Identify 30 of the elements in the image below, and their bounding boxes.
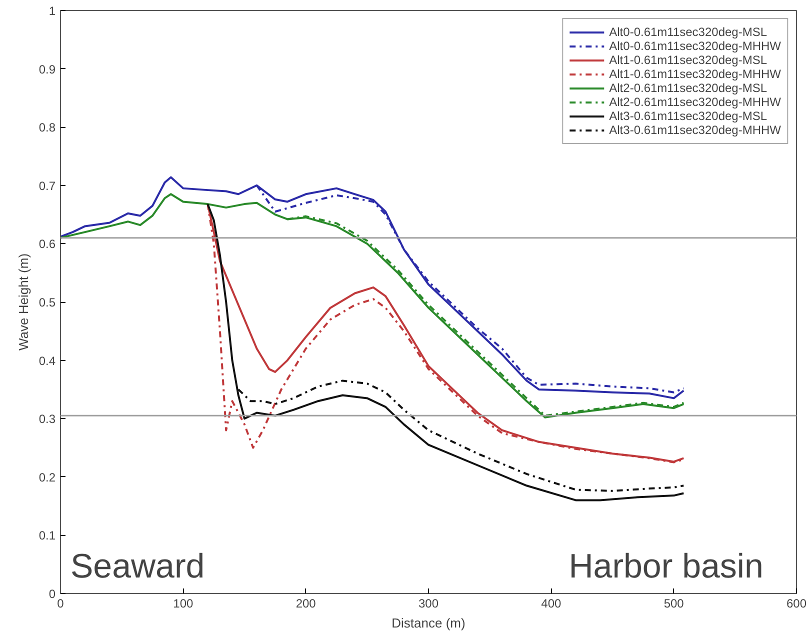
y-tick-label: 0.5	[38, 296, 56, 310]
x-tick-label: 200	[296, 596, 316, 610]
y-tick-label: 0.1	[38, 528, 56, 543]
x-tick-label: 0	[57, 596, 64, 610]
x-tick-label: 300	[418, 596, 439, 610]
y-tick-label: 0.9	[38, 62, 56, 76]
annotation: Harbor basin	[568, 548, 764, 586]
y-tick-label: 0	[48, 587, 56, 601]
y-tick-label: 0.7	[38, 178, 56, 193]
y-tick-label: 0.2	[38, 470, 56, 484]
legend-label: Alt2-0.61m11sec320deg-MSL	[609, 81, 768, 95]
legend-label: Alt0-0.61m11sec320deg-MSL	[609, 25, 768, 39]
y-tick-label: 0.6	[38, 237, 56, 252]
x-axis-title: Distance (m)	[392, 616, 466, 630]
x-tick-label: 500	[664, 596, 684, 610]
x-tick-label: 600	[786, 596, 807, 610]
y-tick-label: 0.4	[38, 354, 56, 368]
y-tick-label: 0.3	[38, 412, 56, 426]
x-tick-label: 400	[541, 596, 562, 610]
legend-label: Alt1-0.61m11sec320deg-MSL	[609, 53, 768, 67]
legend-label: Alt2-0.61m11sec320deg-MHHW	[609, 95, 781, 109]
legend-label: Alt1-0.61m11sec320deg-MHHW	[609, 67, 781, 81]
annotation: Seaward	[70, 548, 205, 586]
y-tick-label: 0.8	[38, 120, 56, 135]
y-axis-title: Wave Height (m)	[16, 253, 31, 351]
y-tick-label: 1	[48, 4, 56, 18]
legend-label: Alt3-0.61m11sec320deg-MSL	[609, 109, 768, 123]
legend-label: Alt0-0.61m11sec320deg-MHHW	[609, 39, 781, 53]
legend-label: Alt3-0.61m11sec320deg-MHHW	[609, 123, 781, 137]
x-tick-label: 100	[173, 596, 194, 610]
